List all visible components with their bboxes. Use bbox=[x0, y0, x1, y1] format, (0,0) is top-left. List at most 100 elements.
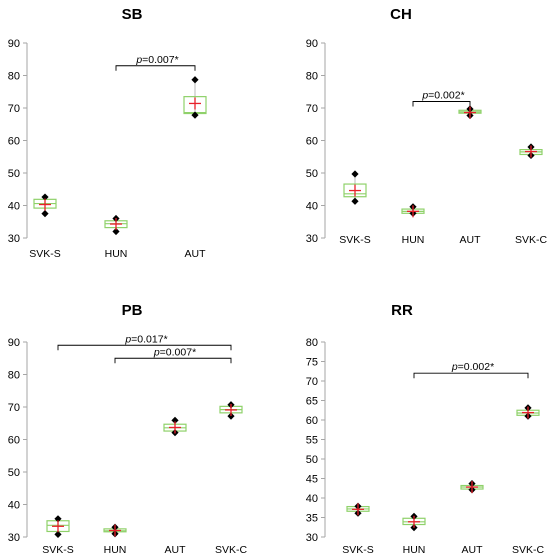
p-symbol: p bbox=[451, 361, 458, 373]
extreme-point bbox=[351, 170, 359, 178]
y-tick-label: 50 bbox=[306, 168, 318, 180]
p-value-label: p=0.007* bbox=[135, 54, 178, 66]
chart-panel-sb: SB 30 40 50 60 70 80 90 SVK-S HUN AUT p=0.007* bbox=[8, 6, 207, 260]
box-aut bbox=[460, 479, 484, 494]
category-label: SVK-S bbox=[339, 234, 371, 246]
y-tick-label: 70 bbox=[306, 103, 318, 115]
y-tick-label: 45 bbox=[306, 474, 318, 486]
box-hun bbox=[104, 214, 128, 236]
y-tick-label: 50 bbox=[306, 454, 318, 466]
box-aut bbox=[458, 105, 482, 120]
y-tick-label: 80 bbox=[8, 71, 20, 83]
y-tick-label: 90 bbox=[8, 38, 20, 50]
significance-bracket bbox=[57, 344, 232, 351]
category-label: SVK-C bbox=[512, 544, 545, 556]
category-label: AUT bbox=[462, 544, 484, 556]
box-svk-s bbox=[33, 193, 57, 218]
category-label: SVK-C bbox=[215, 544, 248, 556]
extreme-point bbox=[54, 515, 62, 523]
y-tick-label: 50 bbox=[8, 467, 20, 479]
chart-title: RR bbox=[391, 302, 413, 319]
y-tick-label: 60 bbox=[8, 435, 20, 447]
category-label: HUN bbox=[105, 248, 128, 260]
box-hun bbox=[401, 203, 425, 218]
significance-bracket bbox=[115, 65, 196, 71]
significance-bracket bbox=[114, 357, 232, 364]
y-tick-label: 80 bbox=[8, 370, 20, 382]
p-value: =0.002* bbox=[428, 90, 465, 102]
p-value: =0.002* bbox=[458, 361, 495, 373]
box-aut bbox=[183, 76, 207, 119]
box-svk-c bbox=[516, 404, 540, 420]
category-label: HUN bbox=[402, 234, 425, 246]
box-hun bbox=[103, 523, 127, 538]
box-svk-s bbox=[346, 502, 370, 517]
chart-panel-pb: PB 30 40 50 60 70 80 90 SVK-S HUN AUT SVK-C p=0.017*… bbox=[8, 302, 248, 556]
significance-bracket bbox=[412, 101, 471, 107]
y-tick-label: 40 bbox=[8, 201, 20, 213]
p-symbol: p bbox=[153, 346, 160, 358]
y-tick-label: 30 bbox=[306, 532, 318, 544]
y-tick-label: 90 bbox=[8, 337, 20, 349]
category-label: SVK-S bbox=[42, 544, 74, 556]
y-tick-label: 40 bbox=[306, 493, 318, 505]
y-tick-label: 70 bbox=[306, 376, 318, 388]
y-tick-label: 75 bbox=[306, 357, 318, 369]
box-svk-s bbox=[343, 170, 367, 205]
y-tick-label: 90 bbox=[306, 38, 318, 50]
chart-title: PB bbox=[122, 302, 143, 319]
category-label: SVK-S bbox=[342, 544, 374, 556]
extreme-point bbox=[41, 193, 49, 201]
y-tick-label: 30 bbox=[8, 532, 20, 544]
y-tick-label: 60 bbox=[306, 136, 318, 148]
y-tick-label: 70 bbox=[8, 402, 20, 414]
extreme-point bbox=[351, 197, 359, 205]
category-label: HUN bbox=[104, 544, 127, 556]
y-tick-label: 50 bbox=[8, 168, 20, 180]
y-tick-label: 70 bbox=[8, 103, 20, 115]
box-iqr bbox=[343, 183, 367, 198]
box-svk-c bbox=[219, 401, 243, 420]
y-tick-label: 55 bbox=[306, 435, 318, 447]
category-label: HUN bbox=[403, 544, 426, 556]
chart-title: SB bbox=[122, 6, 143, 23]
box-svk-c bbox=[519, 143, 543, 160]
y-tick-label: 80 bbox=[306, 337, 318, 349]
extreme-point bbox=[112, 227, 120, 236]
extreme-point bbox=[54, 530, 62, 538]
chart-panel-ch: CH 30 40 50 60 70 80 90 SVK-S HUN AUT SVK-C p=0.002* bbox=[306, 6, 548, 246]
category-label: AUT bbox=[165, 544, 187, 556]
box-hun bbox=[402, 512, 426, 532]
category-label: SVK-S bbox=[29, 248, 61, 260]
p-symbol: p bbox=[135, 54, 142, 66]
extreme-point bbox=[227, 412, 235, 420]
y-tick-label: 60 bbox=[306, 415, 318, 427]
extreme-point bbox=[171, 416, 179, 424]
box-svk-s bbox=[46, 515, 70, 538]
p-value: =0.007* bbox=[142, 54, 179, 66]
category-label: AUT bbox=[185, 248, 207, 260]
p-value: =0.007* bbox=[160, 346, 197, 358]
p-value-label: p=0.002* bbox=[421, 90, 464, 102]
p-value-label: p=0.007* bbox=[153, 346, 196, 358]
y-tick-label: 30 bbox=[8, 233, 20, 245]
p-symbol: p bbox=[421, 90, 428, 102]
extreme-point bbox=[191, 111, 199, 119]
chart-panel-rr: RR 30 35 40 45 50 55 60 65 70 75 80 SVK-S HUN AUT SVK-C… bbox=[306, 302, 545, 556]
y-tick-label: 40 bbox=[306, 201, 318, 213]
y-tick-label: 65 bbox=[306, 396, 318, 408]
y-tick-label: 40 bbox=[8, 500, 20, 512]
y-tick-label: 80 bbox=[306, 71, 318, 83]
p-value: =0.017* bbox=[131, 333, 168, 345]
extreme-point bbox=[191, 76, 199, 84]
p-value-label: p=0.017* bbox=[124, 333, 167, 345]
extreme-point bbox=[41, 210, 49, 218]
y-tick-label: 30 bbox=[306, 233, 318, 245]
significance-bracket bbox=[413, 372, 529, 379]
category-label: AUT bbox=[460, 234, 482, 246]
chart-title: CH bbox=[390, 6, 412, 23]
p-value-label: p=0.002* bbox=[451, 361, 494, 373]
y-tick-label: 35 bbox=[306, 513, 318, 525]
box-aut bbox=[163, 416, 187, 437]
